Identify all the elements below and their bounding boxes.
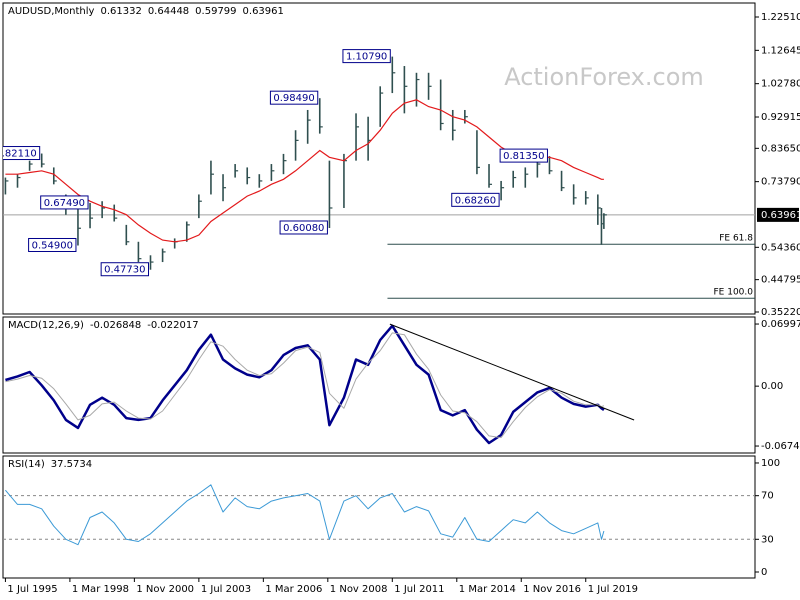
indicator-value: -0.022017 bbox=[147, 320, 198, 331]
rsi-pane bbox=[2, 455, 756, 579]
price-annotation: 1.10790 bbox=[346, 52, 387, 63]
fe-label: FE 100.0 bbox=[714, 288, 754, 298]
y-tick-label: 70 bbox=[761, 491, 774, 502]
ohlc-value: 0.64448 bbox=[148, 6, 189, 17]
x-tick-label: 1 Mar 2006 bbox=[265, 584, 322, 595]
y-tick-label: 0.35220 bbox=[761, 307, 800, 318]
y-tick-label: 100 bbox=[761, 458, 780, 469]
y-tick-label: 0 bbox=[761, 567, 767, 578]
y-tick-label: 0.069977 bbox=[761, 319, 800, 330]
ohlc-value: 0.63961 bbox=[243, 6, 284, 17]
price-annotation-box bbox=[100, 262, 149, 277]
price-annotation: 0.68260 bbox=[455, 195, 496, 206]
x-tick-label: 1 Nov 2000 bbox=[136, 584, 194, 595]
x-tick-label: 1 Nov 2016 bbox=[523, 584, 581, 595]
macd-plot bbox=[5, 323, 635, 445]
price-plot: ActionForex.com FE 61.8 FE 100.0 0.82110 0.6… bbox=[0, 49, 755, 299]
macd-pane bbox=[2, 316, 756, 454]
ohlc-value: 0.59799 bbox=[195, 6, 236, 17]
price-annotation: 0.54900 bbox=[32, 240, 73, 251]
current-price-label: 0.63961 bbox=[761, 210, 800, 221]
watermark: ActionForex.com bbox=[504, 63, 704, 91]
fe-label: FE 61.8 bbox=[719, 234, 753, 244]
x-tick-label: 1 Jul 2019 bbox=[588, 584, 638, 595]
axes: 1.22510 1.12645 1.02780 0.92915 0.83650 0.737… bbox=[4, 6, 800, 595]
indicator-line bbox=[5, 324, 605, 445]
price-annotation: 0.98490 bbox=[273, 93, 314, 104]
rsi-plot bbox=[3, 484, 755, 546]
x-tick-label: 1 Jul 2011 bbox=[394, 584, 444, 595]
indicator-value: -0.026848 bbox=[90, 320, 141, 331]
pane-title: RSI(14) bbox=[8, 459, 45, 470]
y-tick-label: 0.83650 bbox=[761, 143, 800, 154]
price-annotation-box bbox=[40, 195, 89, 210]
price-annotation-box bbox=[279, 220, 328, 235]
price-annotation-box bbox=[3, 146, 41, 161]
y-tick-label: 0.00 bbox=[761, 381, 783, 392]
x-tick-label: 1 Mar 1998 bbox=[72, 584, 129, 595]
price-annotation: 0.60080 bbox=[283, 223, 324, 234]
y-tick-label: 0.92915 bbox=[761, 112, 800, 123]
x-tick-label: 1 Mar 2014 bbox=[459, 584, 516, 595]
y-tick-label: 1.02780 bbox=[761, 79, 800, 90]
y-tick-label: 1.12645 bbox=[761, 45, 800, 56]
pane-title: AUDUSD,Monthly bbox=[8, 6, 95, 17]
price-annotation-box bbox=[28, 237, 77, 252]
price-annotation-box bbox=[269, 90, 319, 105]
y-tick-label: 0.44795 bbox=[761, 275, 800, 286]
x-tick-label: 1 Jul 2003 bbox=[201, 584, 251, 595]
y-tick-label: -0.067448 bbox=[761, 441, 800, 452]
indicator-line bbox=[5, 484, 605, 546]
ohlc-value: 0.61332 bbox=[100, 6, 141, 17]
y-tick-label: 0.54360 bbox=[761, 242, 800, 253]
price-annotation-box bbox=[499, 148, 548, 163]
trendline bbox=[389, 323, 635, 421]
price-annotation: 0.82110 bbox=[0, 149, 37, 160]
price-annotation: 0.47730 bbox=[104, 265, 145, 276]
indicator-value: 37.5734 bbox=[51, 459, 92, 470]
indicator-line bbox=[5, 332, 605, 439]
price-annotation: 0.67490 bbox=[44, 198, 85, 209]
price-annotation-box bbox=[451, 192, 500, 207]
x-tick-label: 1 Nov 2008 bbox=[330, 584, 388, 595]
y-tick-label: 30 bbox=[761, 534, 774, 545]
pane-title: MACD(12,26,9) bbox=[8, 320, 84, 331]
y-tick-label: 1.22510 bbox=[761, 12, 800, 23]
current-price-box bbox=[757, 207, 799, 222]
price-annotation: 0.81350 bbox=[503, 151, 544, 162]
x-tick-label: 1 Jul 1995 bbox=[7, 584, 57, 595]
y-tick-label: 0.73790 bbox=[761, 177, 800, 188]
price-annotation-box bbox=[342, 49, 391, 64]
